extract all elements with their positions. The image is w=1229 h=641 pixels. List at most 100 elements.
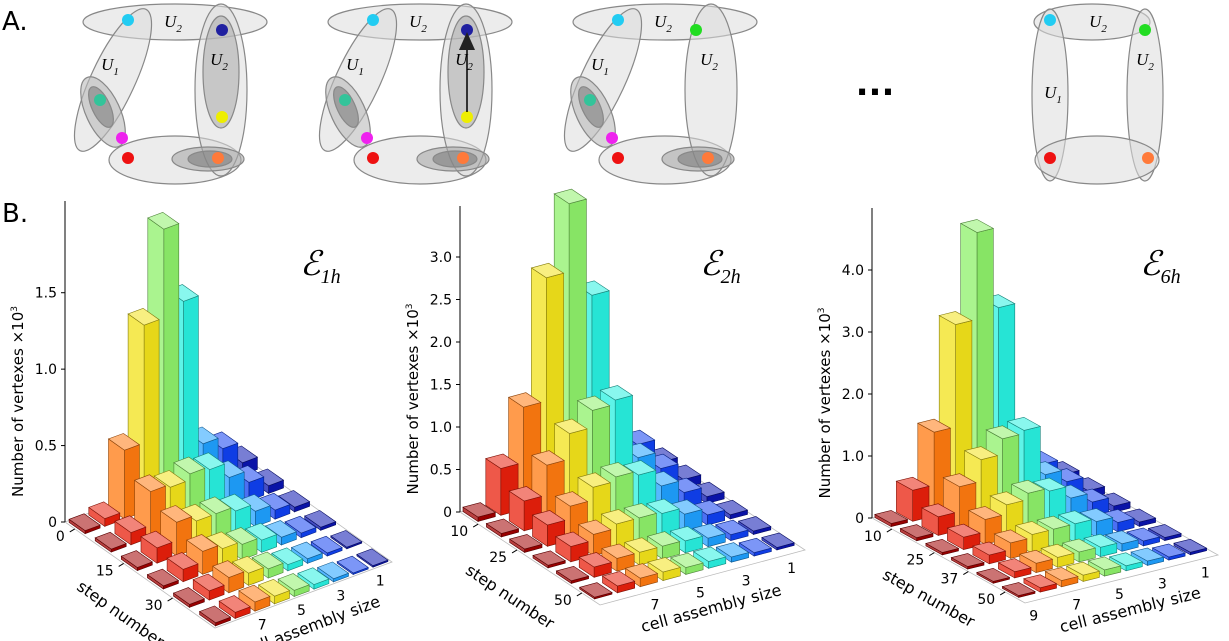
x-tick-label: 15	[96, 563, 114, 579]
bar-top	[959, 219, 995, 233]
bar-top	[531, 450, 565, 466]
bar-top	[1087, 556, 1122, 571]
bar-top	[192, 573, 225, 592]
bar	[277, 573, 310, 598]
bar-top	[290, 541, 324, 560]
bar-top	[623, 537, 658, 553]
bar-top	[576, 395, 611, 411]
x-tick-label: 25	[907, 553, 925, 569]
z-tick-label: 1	[1201, 566, 1210, 582]
set-label: U1	[1044, 83, 1062, 106]
bar-top	[532, 550, 567, 566]
set-subscript: 2	[222, 61, 228, 73]
bar-top	[271, 547, 304, 565]
bar-top	[1061, 538, 1097, 553]
bar	[218, 595, 251, 620]
region	[447, 15, 485, 129]
vertex	[367, 14, 379, 26]
bar	[198, 605, 232, 627]
bar	[172, 587, 206, 608]
bar	[950, 553, 985, 570]
bar-top	[963, 446, 999, 461]
bar-top	[1036, 515, 1071, 530]
bar	[715, 519, 749, 542]
symbol: ℰ	[1140, 246, 1164, 283]
set-label: U2	[455, 50, 473, 73]
panel-label: B.	[2, 199, 28, 229]
bar	[356, 548, 389, 568]
bar-top	[1079, 508, 1114, 522]
bar	[532, 550, 567, 569]
bar-top	[692, 546, 727, 562]
bar-top	[297, 567, 330, 585]
bar	[972, 541, 1007, 565]
bar	[578, 552, 613, 578]
vertex	[122, 152, 134, 164]
bar	[1173, 538, 1208, 556]
region	[578, 86, 604, 128]
bar-top	[691, 481, 725, 498]
region	[187, 150, 233, 168]
bar-top	[647, 557, 682, 573]
bar-top	[950, 553, 985, 567]
bar-top	[1065, 561, 1101, 576]
bar	[1147, 524, 1182, 542]
x-tick	[929, 552, 935, 557]
bar	[1130, 547, 1165, 566]
bar-top	[218, 595, 251, 613]
set-subscript: 2	[712, 61, 718, 73]
set-label: U1	[591, 55, 609, 78]
bar-top	[669, 526, 704, 542]
bar-top	[508, 486, 543, 502]
bar	[166, 552, 199, 583]
bar	[997, 558, 1032, 579]
vertex	[216, 24, 228, 36]
bar	[1065, 561, 1101, 582]
y-tick-label: 1.0	[430, 420, 452, 436]
bar-top	[692, 523, 727, 539]
bar-top	[577, 472, 612, 488]
x-tick	[167, 597, 173, 602]
bar-top	[199, 496, 232, 515]
y-tick-label: 0.5	[35, 439, 57, 455]
y-axis-label-text: Number of vertexes ×10	[816, 313, 834, 498]
x-tick	[511, 549, 518, 554]
vertex	[367, 152, 379, 164]
bar-top	[761, 532, 795, 548]
symbol: ℰ	[300, 246, 324, 283]
bar-top	[205, 531, 239, 549]
bar-top	[899, 524, 934, 539]
bar	[336, 555, 369, 576]
symbol-subscript: 2h	[721, 266, 741, 288]
bar-top	[976, 567, 1011, 582]
bar	[531, 510, 566, 547]
bar-top	[166, 552, 199, 570]
y-axis-label: Number of vertexes ×103	[404, 304, 422, 495]
bar-top	[133, 474, 167, 492]
z-tick-label: 5	[1115, 587, 1124, 603]
bar-top	[601, 571, 636, 587]
bar	[94, 531, 127, 553]
y-axis-label: Number of vertexes ×103	[816, 308, 834, 499]
bar-top	[714, 499, 749, 516]
vertex	[461, 24, 473, 36]
bar	[738, 537, 773, 557]
symbol: ℰ	[700, 246, 724, 283]
bar-top	[507, 392, 542, 408]
bar-top	[1104, 530, 1140, 545]
bar-top	[600, 509, 635, 525]
vertex	[606, 132, 618, 144]
bar-top	[553, 188, 588, 205]
symbol-subscript: 6h	[1161, 266, 1181, 288]
set-letter: U	[1089, 12, 1103, 31]
bar-top	[94, 531, 127, 550]
y-tick-label: 3.0	[842, 325, 864, 341]
bar-top	[555, 565, 590, 582]
set-subscript: 2	[176, 23, 182, 35]
bar-top	[668, 499, 703, 515]
bar	[921, 503, 956, 536]
bar-top	[172, 587, 206, 605]
x-axis-label: step number	[462, 560, 558, 633]
